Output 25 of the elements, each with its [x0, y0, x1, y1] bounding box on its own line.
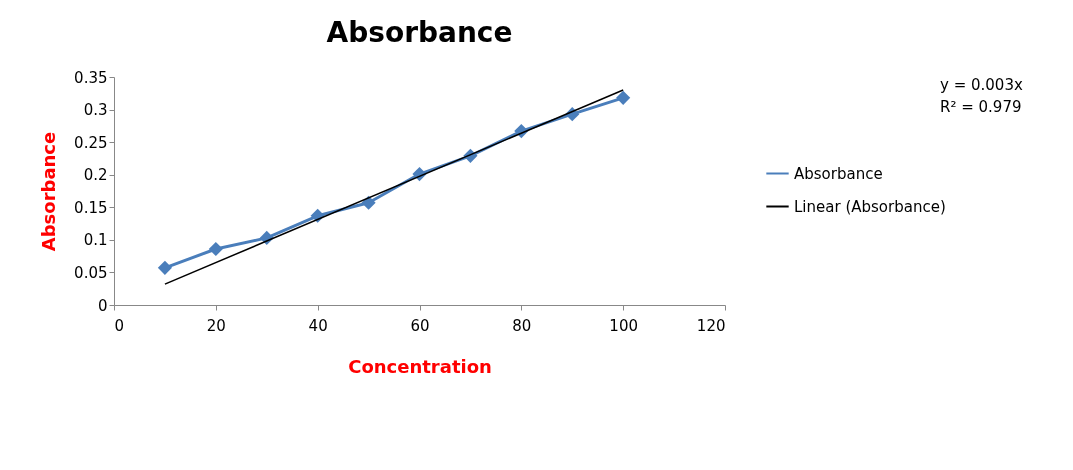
x-tick-label: 40: [308, 316, 328, 335]
y-axis-title: Absorbance: [38, 131, 60, 252]
y-tick-label: 0.1: [83, 231, 108, 250]
x-axis-title: Concentration: [348, 355, 492, 377]
chart-title: Absorbance: [326, 16, 513, 49]
y-tick-label: 0.15: [74, 198, 108, 217]
y-tick-label: 0.35: [74, 68, 108, 87]
y-tick-label: 0.25: [74, 133, 108, 152]
y-tick-label: 0.05: [74, 263, 108, 282]
x-tick-label: 100: [609, 316, 638, 335]
legend-label: Linear (Absorbance): [794, 197, 946, 216]
point: [208, 241, 223, 257]
x-tick-label: 20: [206, 316, 226, 335]
point: [157, 260, 172, 275]
x-tick-label: 120: [696, 316, 726, 335]
y-tick-label: 0.3: [83, 101, 108, 120]
x-tick-label: 80: [512, 316, 532, 335]
text: R² = 0.979: [940, 98, 1022, 116]
legend-label: Absorbance: [794, 164, 883, 183]
point: [616, 90, 631, 105]
x-tick-label: 0: [114, 316, 125, 335]
y-tick-label: 0: [97, 296, 108, 315]
text: y = 0.003x: [940, 76, 1023, 94]
x-tick-label: 60: [410, 316, 430, 335]
y-tick-label: 0.2: [83, 166, 108, 185]
